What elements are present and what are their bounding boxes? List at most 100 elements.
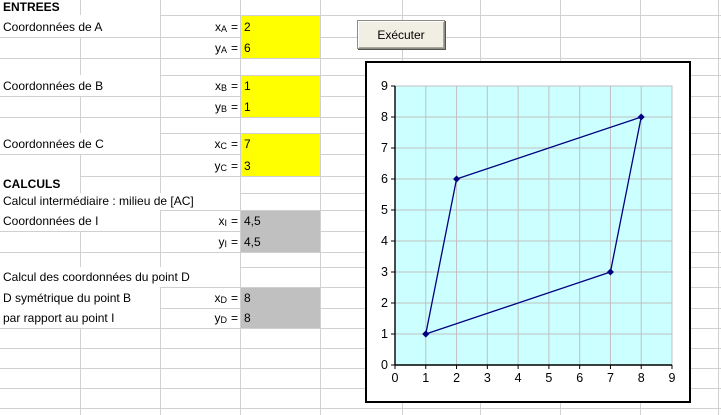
gridline-h <box>0 58 721 59</box>
input-cell-xa[interactable]: 2 <box>241 16 320 37</box>
var-sub: C <box>220 163 227 173</box>
result-cell-xi[interactable]: 4,5 <box>241 211 320 231</box>
var-base: y <box>214 159 221 173</box>
chart-y-tick-label: 9 <box>381 79 388 93</box>
chart-marker-diamond <box>606 268 614 276</box>
gridline-h <box>0 348 721 349</box>
chart-y-tick-label: 0 <box>381 358 388 372</box>
equals-sign: = <box>230 137 238 151</box>
gridline-h <box>0 133 721 134</box>
var-base: y <box>214 100 221 114</box>
var-base: x <box>214 20 221 34</box>
equals-sign: = <box>230 79 238 93</box>
chart-x-tick-label: 2 <box>453 371 460 385</box>
result-cell-yi[interactable]: 4,5 <box>241 231 320 252</box>
gridline-h <box>0 231 721 232</box>
label-coordonnees-c: Coordonnées de C <box>0 133 160 154</box>
gridline-h <box>0 117 721 118</box>
gridline-h <box>0 96 721 97</box>
input-cell-yc[interactable]: 3 <box>241 154 320 176</box>
gridline-h <box>0 252 721 253</box>
gridline-v <box>320 0 321 415</box>
equals-sign: = <box>230 159 238 173</box>
label-coordonnees-i: Coordonnées de I <box>0 210 160 231</box>
note-calcul-point-d: Calcul des coordonnées du point D <box>0 267 240 287</box>
gridline-v <box>240 0 241 415</box>
var-base: y <box>218 235 225 249</box>
var-label-yi: y I = <box>161 231 240 252</box>
chart-x-tick-label: 4 <box>515 371 522 385</box>
input-cell-yb[interactable]: 1 <box>241 96 320 117</box>
label-coordonnees-a: Coordonnées de A <box>0 15 160 37</box>
chart-x-tick-label: 0 <box>392 371 399 385</box>
equals-sign: = <box>230 100 238 114</box>
var-label-yb: y B = <box>161 96 240 117</box>
gridline-h <box>0 408 721 409</box>
var-label-ya: y A = <box>161 37 240 58</box>
chart-y-tick-label: 6 <box>381 172 388 186</box>
gridline-h <box>0 154 721 155</box>
var-label-xb: x B = <box>161 75 240 96</box>
result-cell-yd[interactable]: 8 <box>241 308 320 328</box>
var-sub: I <box>224 218 227 228</box>
input-cell-xb[interactable]: 1 <box>241 76 320 96</box>
execute-button[interactable]: Exécuter <box>357 20 445 49</box>
chart-y-tick-label: 2 <box>381 296 388 310</box>
result-cell-xd[interactable]: 8 <box>241 288 320 308</box>
chart-marker-diamond <box>453 175 461 183</box>
var-label-xd: x D = <box>161 287 240 308</box>
chart-x-tick-label: 9 <box>669 371 676 385</box>
chart-x-tick-label: 3 <box>484 371 491 385</box>
chart-marker-diamond <box>422 330 430 338</box>
chart-plot-area <box>394 85 673 366</box>
var-base: y <box>214 41 221 55</box>
input-cell-xc[interactable]: 7 <box>241 134 320 154</box>
gridline-h <box>0 308 721 309</box>
chart-x-tick-label: 1 <box>422 371 429 385</box>
gridline-h <box>0 368 721 369</box>
gridline-h <box>0 193 721 194</box>
gridline-v <box>718 0 719 415</box>
embedded-chart[interactable]: 0 1 2 3 4 5 6 7 8 9 0 1 2 3 4 5 6 7 8 9 <box>365 61 691 403</box>
equals-sign: = <box>230 235 238 249</box>
label-par-rapport-i: par rapport au point I <box>0 308 160 328</box>
gridline-h <box>0 287 721 288</box>
var-label-yd: y D = <box>161 308 240 328</box>
chart-x-tick-label: 7 <box>607 371 614 385</box>
chart-svg: 0 1 2 3 4 5 6 7 8 9 0 1 2 3 4 5 6 7 8 9 <box>365 61 691 403</box>
var-sub: B <box>220 83 227 93</box>
chart-y-tick-label: 4 <box>381 234 388 248</box>
equals-sign: = <box>230 20 238 34</box>
var-base: y <box>214 311 221 325</box>
chart-y-tick-label: 7 <box>381 141 388 155</box>
gridline-h <box>0 176 721 177</box>
input-cell-ya[interactable]: 6 <box>241 37 320 58</box>
gridline-h <box>0 15 721 16</box>
var-sub: A <box>220 24 227 34</box>
equals-sign: = <box>230 214 238 228</box>
var-sub: I <box>224 239 227 249</box>
section-header-entrees: ENTREES <box>0 0 80 15</box>
note-calcul-intermediaire: Calcul intermédiaire : milieu de [AC] <box>0 193 240 210</box>
var-label-xc: x C = <box>161 133 240 154</box>
chart-x-tick-label: 6 <box>576 371 583 385</box>
gridline-h <box>0 75 721 76</box>
var-sub: D <box>220 295 227 305</box>
var-base: x <box>214 79 221 93</box>
chart-y-tick-label: 3 <box>381 265 388 279</box>
chart-x-tick-label: 8 <box>638 371 645 385</box>
var-base: x <box>218 214 225 228</box>
equals-sign: = <box>230 311 238 325</box>
chart-x-tick-label: 5 <box>545 371 552 385</box>
label-coordonnees-b: Coordonnées de B <box>0 75 160 96</box>
var-sub: D <box>220 315 227 325</box>
chart-y-tick-label: 8 <box>381 110 388 124</box>
chart-marker-diamond <box>637 113 645 121</box>
chart-y-tick-label: 5 <box>381 203 388 217</box>
var-sub: A <box>220 45 227 55</box>
var-base: x <box>214 137 221 151</box>
var-label-yc: y C = <box>161 154 240 176</box>
chart-y-tick-label: 1 <box>381 327 388 341</box>
gridline-h <box>0 328 721 329</box>
